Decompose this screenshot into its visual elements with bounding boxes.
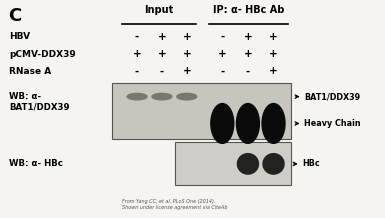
Text: +: + bbox=[218, 49, 227, 59]
Text: BAT1/DDX39: BAT1/DDX39 bbox=[305, 92, 361, 101]
Text: -: - bbox=[135, 66, 139, 76]
Text: -: - bbox=[135, 32, 139, 42]
Text: +: + bbox=[269, 66, 278, 76]
Ellipse shape bbox=[152, 93, 172, 100]
Text: C: C bbox=[8, 7, 22, 25]
Text: -: - bbox=[246, 66, 250, 76]
Bar bbox=[112, 83, 291, 139]
Text: +: + bbox=[133, 49, 141, 59]
Ellipse shape bbox=[238, 154, 258, 174]
Text: HBV: HBV bbox=[9, 32, 30, 41]
Ellipse shape bbox=[263, 154, 284, 174]
Text: WB: α- HBc: WB: α- HBc bbox=[9, 159, 63, 168]
Text: +: + bbox=[269, 32, 278, 42]
Text: RNase A: RNase A bbox=[9, 67, 51, 76]
Text: Input: Input bbox=[144, 5, 174, 15]
Text: WB: α-: WB: α- bbox=[9, 92, 41, 101]
Ellipse shape bbox=[262, 104, 285, 143]
Text: BAT1/DDX39: BAT1/DDX39 bbox=[9, 102, 70, 112]
Text: -: - bbox=[220, 32, 224, 42]
Text: From Yang CC, et al. PLoS One (2014).
Shown under license agreement via CiteAb: From Yang CC, et al. PLoS One (2014). Sh… bbox=[122, 199, 227, 210]
Text: +: + bbox=[182, 49, 191, 59]
Text: +: + bbox=[182, 32, 191, 42]
Text: IP: α- HBc Ab: IP: α- HBc Ab bbox=[213, 5, 284, 15]
Text: HBc: HBc bbox=[303, 159, 320, 168]
Text: Heavy Chain: Heavy Chain bbox=[305, 119, 361, 128]
Text: +: + bbox=[157, 49, 166, 59]
Text: -: - bbox=[160, 66, 164, 76]
Text: -: - bbox=[220, 66, 224, 76]
Text: +: + bbox=[244, 32, 252, 42]
Ellipse shape bbox=[211, 104, 234, 143]
Bar bbox=[175, 142, 291, 185]
Ellipse shape bbox=[236, 104, 259, 143]
Ellipse shape bbox=[127, 93, 147, 100]
Text: +: + bbox=[157, 32, 166, 42]
Text: +: + bbox=[244, 49, 252, 59]
Text: pCMV-DDX39: pCMV-DDX39 bbox=[9, 50, 76, 59]
Text: +: + bbox=[182, 66, 191, 76]
Text: +: + bbox=[269, 49, 278, 59]
Ellipse shape bbox=[177, 93, 197, 100]
